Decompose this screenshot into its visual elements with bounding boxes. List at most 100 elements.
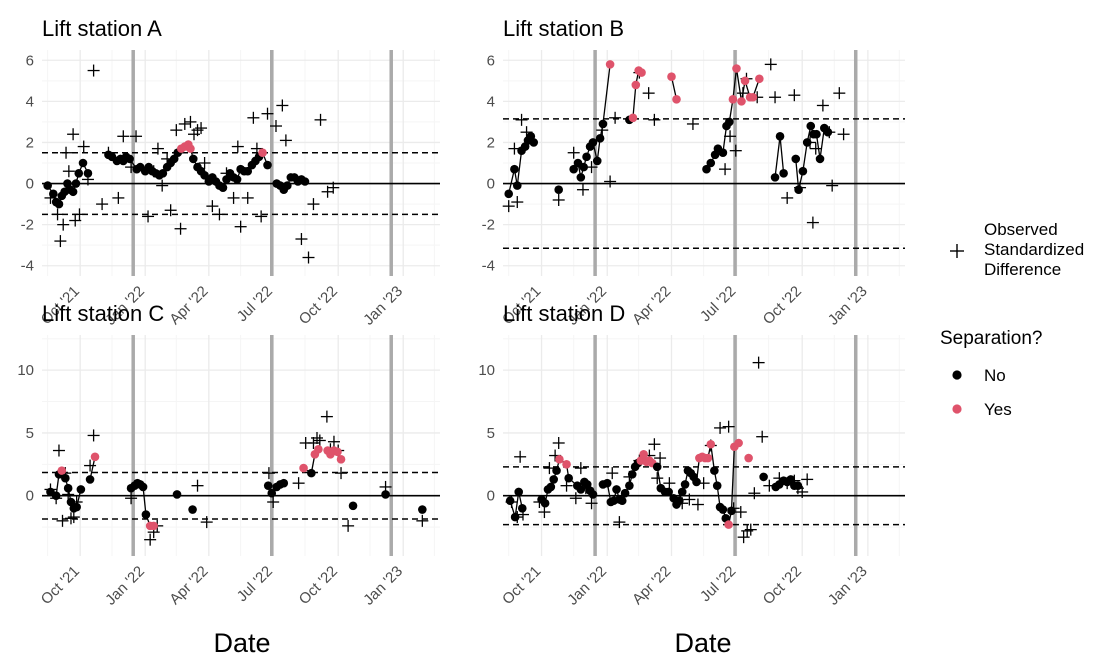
observed-cross — [178, 117, 191, 130]
separation-no-point — [307, 468, 316, 478]
observed-cross — [73, 208, 86, 221]
observed-cross — [62, 165, 75, 178]
observed-cross — [569, 492, 582, 505]
observed-cross — [816, 99, 829, 112]
observed-cross — [538, 506, 551, 519]
x-axis-title-right: Date — [674, 628, 731, 658]
y-tick-label: -2 — [21, 217, 34, 234]
separation-no-point — [759, 472, 768, 482]
observed-cross — [320, 410, 333, 423]
separation-yes-point — [186, 144, 195, 153]
y-tick-label: -4 — [21, 258, 34, 275]
y-tick-label: 4 — [26, 93, 34, 110]
legend-cross-label-line-2: Standardized — [984, 240, 1084, 259]
observed-cross — [683, 493, 696, 506]
separation-no-point — [125, 154, 134, 164]
x-tick-label: Jan '23 — [825, 563, 871, 609]
observed-cross — [279, 134, 292, 147]
series-segment — [779, 136, 785, 174]
observed-cross — [826, 179, 839, 192]
separation-no-point — [279, 478, 289, 488]
observed-cross — [781, 191, 794, 204]
y-tick-label: 5 — [487, 425, 495, 442]
observed-cross — [262, 467, 275, 480]
separation-no-point — [718, 148, 728, 158]
separation-no-point — [793, 481, 803, 490]
observed-cross — [261, 107, 274, 120]
observed-cross — [87, 429, 100, 442]
separation-yes-point — [90, 452, 100, 462]
series-segment — [802, 142, 808, 172]
observed-cross — [269, 120, 282, 133]
observed-cross — [796, 485, 809, 498]
separation-yes-point — [737, 97, 746, 106]
separation-no-point — [243, 166, 253, 176]
observed-cross — [574, 462, 587, 475]
legend-separation-title: Separation? — [940, 328, 1042, 349]
x-tick-label: Oct '22 — [296, 563, 341, 608]
separation-no-point — [675, 496, 684, 506]
observed-cross — [164, 204, 177, 217]
x-tick-label: Jan '23 — [825, 283, 871, 329]
separation-no-point — [381, 490, 390, 499]
x-tick-label: Jul '22 — [697, 563, 739, 605]
observed-cross — [64, 512, 77, 525]
observed-cross — [200, 516, 213, 529]
observed-cross — [313, 434, 326, 447]
series-segment — [142, 486, 147, 515]
observed-cross — [231, 140, 244, 153]
y-tick-label: 0 — [26, 176, 34, 193]
separation-no-point — [300, 177, 310, 186]
observed-cross — [112, 191, 125, 204]
series-segment — [732, 68, 738, 100]
series-segment — [602, 64, 611, 125]
separation-no-point — [564, 473, 573, 483]
separation-no-point — [588, 138, 598, 147]
observed-cross — [801, 473, 814, 486]
observed-cross — [142, 210, 155, 223]
separation-no-point — [823, 127, 833, 137]
separation-no-point — [71, 179, 81, 188]
observed-cross — [170, 124, 183, 137]
observed-cross — [752, 356, 765, 369]
observed-cross — [247, 111, 260, 124]
observed-cross — [54, 235, 67, 248]
separation-no-point — [802, 138, 812, 147]
legend-yes-dot — [952, 404, 962, 414]
x-tick-label: Jan '22 — [564, 563, 610, 609]
observed-cross — [585, 497, 598, 510]
separation-yes-point — [748, 92, 758, 102]
separation-no-point — [141, 510, 151, 519]
separation-no-point — [63, 483, 73, 493]
separation-no-point — [510, 512, 520, 522]
separation-yes-point — [628, 113, 638, 123]
series-segment — [516, 150, 523, 186]
x-tick-label: Oct '22 — [760, 563, 805, 608]
x-tick-label: Oct '22 — [296, 283, 341, 328]
observed-cross — [250, 142, 263, 155]
observed-cross — [737, 531, 750, 544]
observed-cross — [686, 117, 699, 130]
series-segment — [735, 68, 743, 102]
observed-cross — [227, 191, 240, 204]
separation-no-point — [710, 466, 719, 475]
observed-cross — [57, 218, 70, 231]
observed-cross — [276, 99, 289, 112]
separation-yes-point — [57, 466, 67, 475]
observed-cross — [724, 130, 737, 143]
observed-cross — [502, 200, 515, 213]
y-tick-label: 0 — [487, 176, 495, 193]
observed-cross — [654, 452, 667, 465]
observed-cross — [302, 251, 315, 264]
x-tick-label: Oct '21 — [499, 563, 544, 608]
y-tick-label: 4 — [487, 93, 495, 110]
separation-no-point — [348, 501, 358, 511]
series-segment — [722, 125, 728, 153]
observed-cross — [144, 533, 157, 546]
separation-yes-point — [258, 148, 267, 158]
separation-no-point — [677, 487, 687, 497]
separation-no-point — [529, 138, 539, 147]
separation-yes-point — [734, 438, 743, 448]
separation-no-point — [552, 466, 561, 475]
separation-no-point — [770, 173, 780, 182]
